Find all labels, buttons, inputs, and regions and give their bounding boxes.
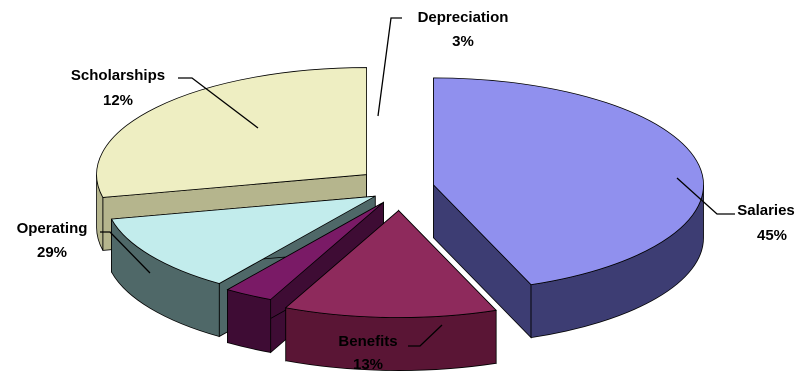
slice-benefits-top — [284, 209, 497, 318]
label-operating-name: Operating — [17, 220, 88, 237]
label-salaries-value: 45% — [757, 227, 787, 244]
leader-line-benefits — [408, 324, 443, 347]
label-benefits-value: 13% — [353, 356, 383, 373]
leader-line-depreciation — [377, 17, 402, 117]
leader-line-operating — [100, 231, 151, 274]
label-operating-value: 29% — [37, 244, 67, 261]
slice-salaries-top — [433, 77, 704, 286]
slice-depreciation-top — [226, 201, 384, 300]
slice-depreciation-outer-wall — [227, 289, 272, 353]
slice-operating-top — [96, 67, 367, 198]
label-depreciation-name: Depreciation — [418, 9, 509, 26]
label-benefits-name: Benefits — [338, 333, 397, 350]
label-salaries-name: Salaries — [737, 202, 795, 219]
leader-line-salaries — [676, 177, 735, 215]
leader-line-scholarships — [178, 77, 259, 129]
label-scholarships-name: Scholarships — [71, 67, 165, 84]
label-scholarships-value: 12% — [103, 92, 133, 109]
slice-scholarships-top — [110, 195, 376, 284]
label-depreciation-value: 3% — [452, 33, 474, 50]
